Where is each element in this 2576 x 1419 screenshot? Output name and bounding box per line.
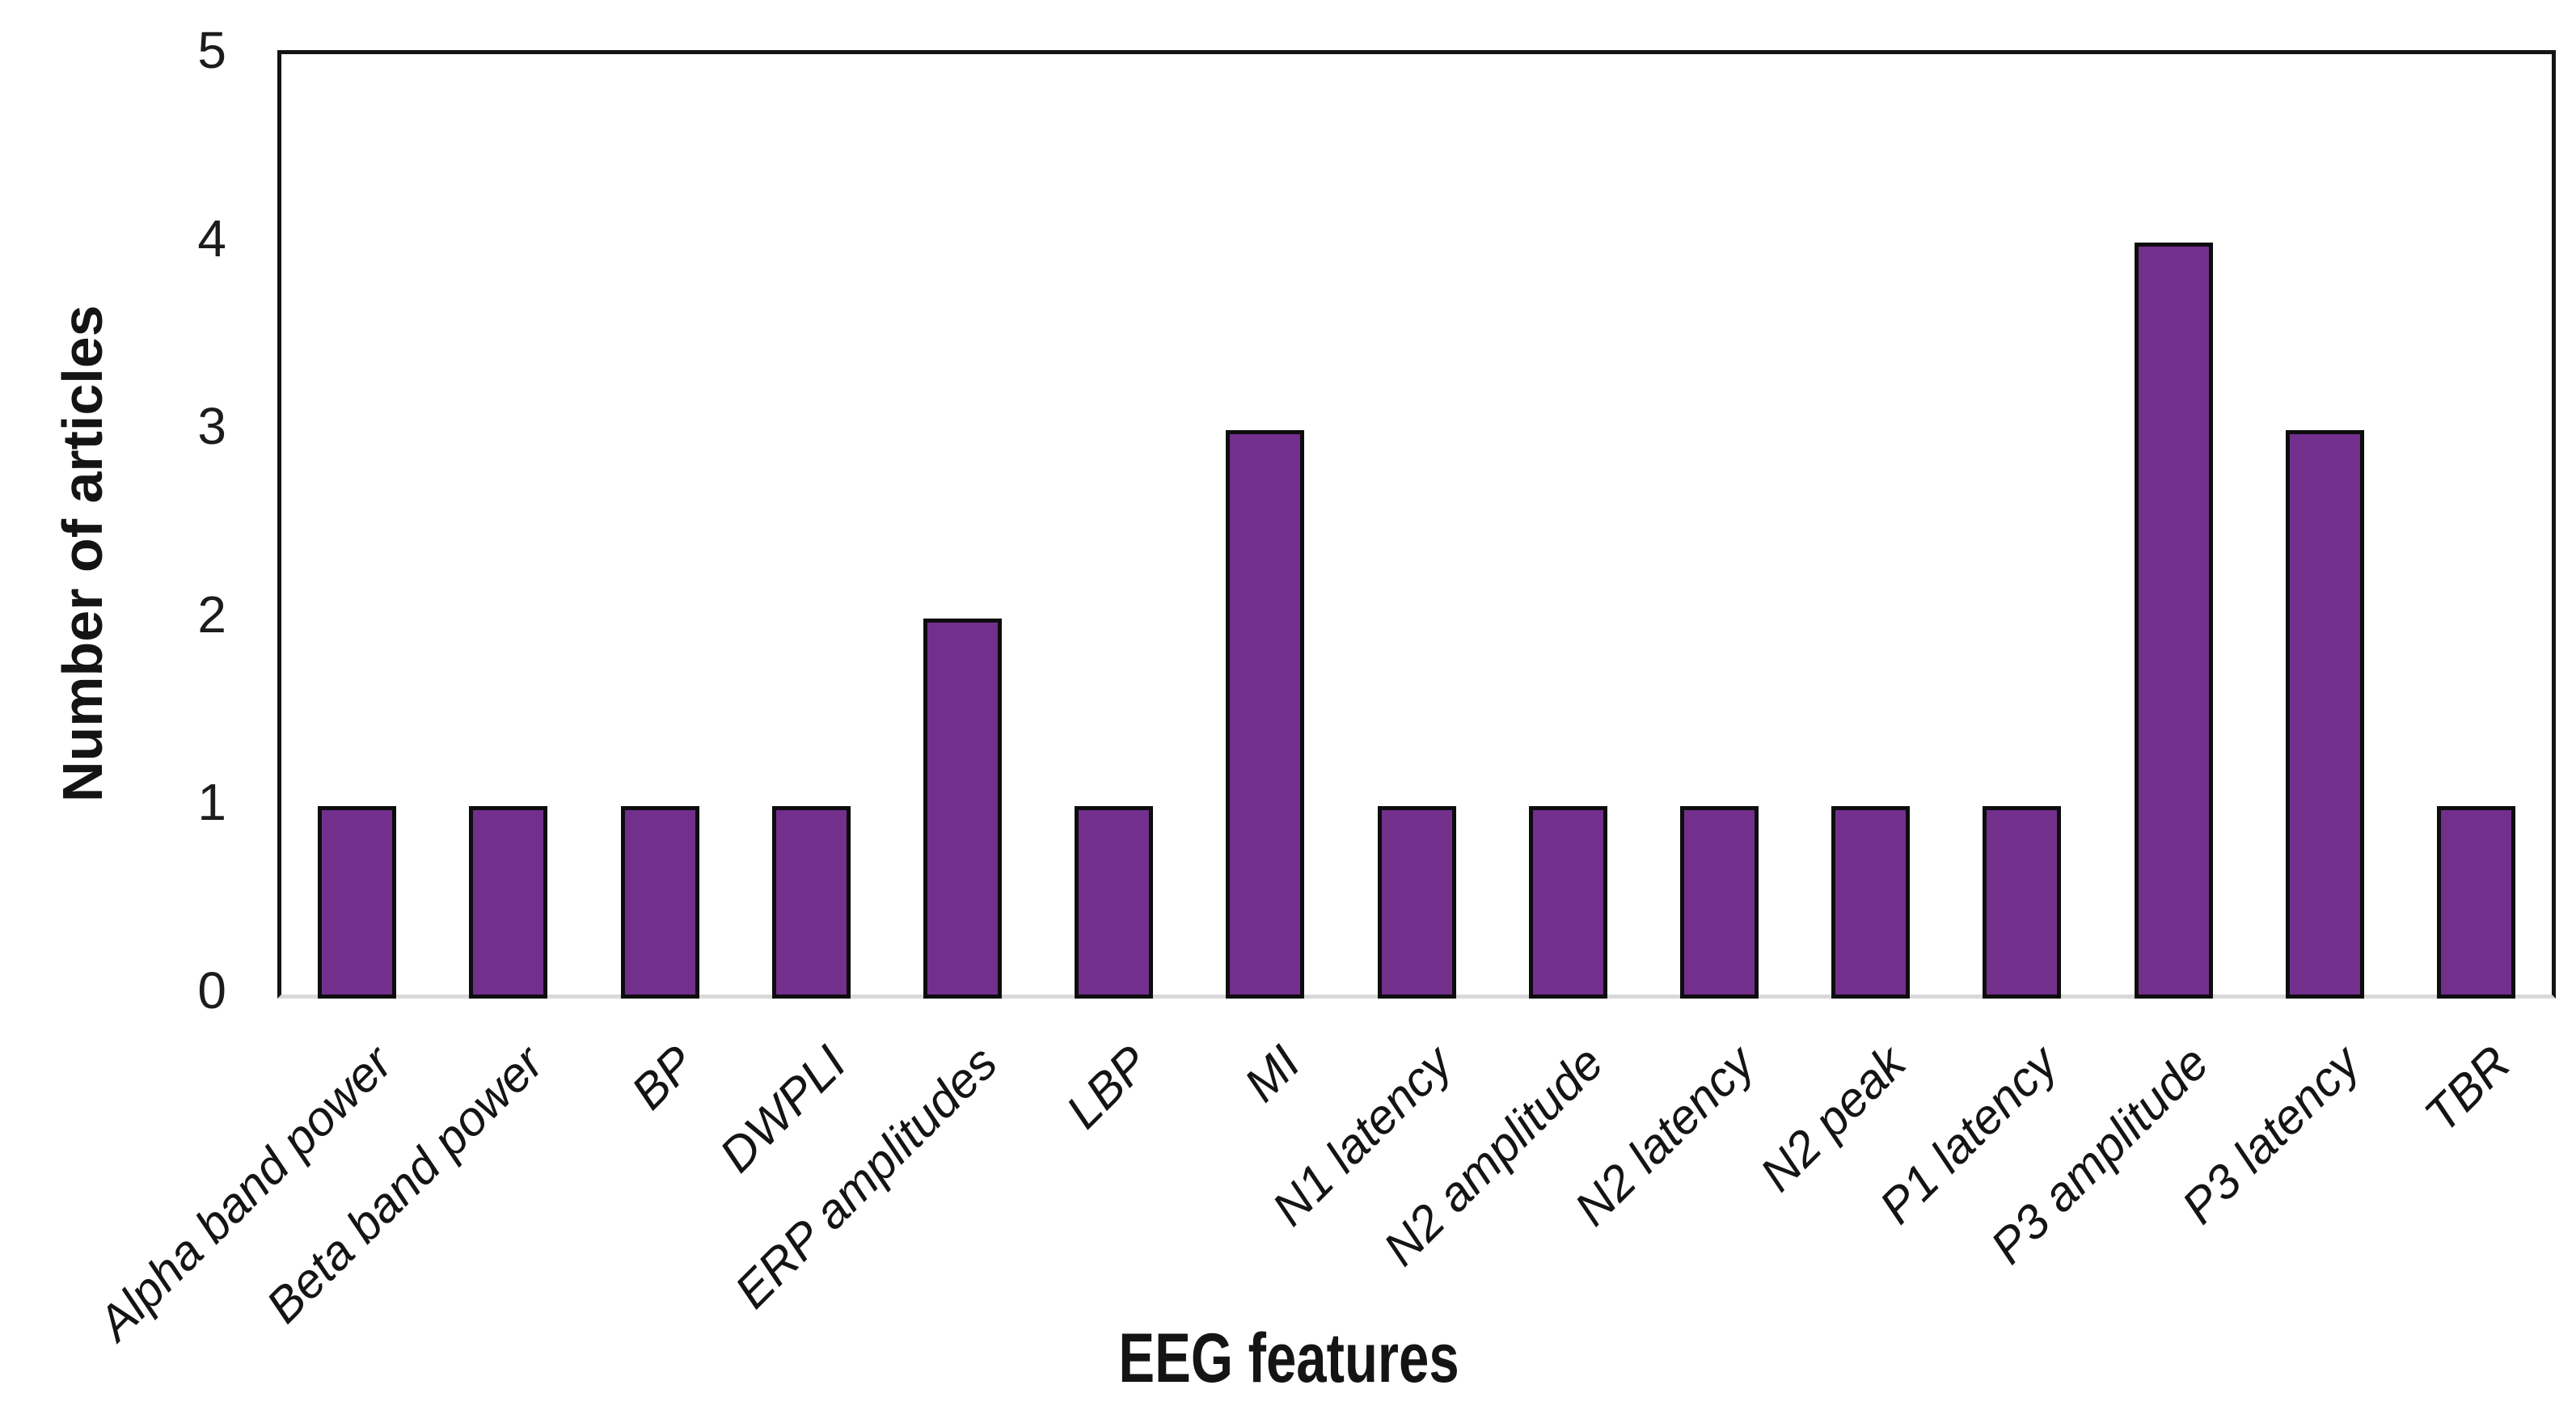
x-axis-title: EEG features (1118, 1320, 1459, 1397)
x-tick-label: Alpha band power (87, 1035, 403, 1350)
bar (1075, 806, 1154, 999)
x-tick-label: LBP (1055, 1035, 1159, 1139)
bar (318, 806, 397, 999)
y-tick-label: 3 (197, 397, 226, 456)
y-tick-label: 0 (197, 961, 226, 1020)
bar (1983, 806, 2062, 999)
plot-area (277, 50, 2556, 999)
x-tick-label: TBR (2414, 1035, 2522, 1142)
bar (1528, 806, 1607, 999)
x-tick-label: DWPLI (709, 1035, 857, 1183)
bar (2285, 430, 2364, 999)
bar (2134, 242, 2213, 999)
bar (1831, 806, 1911, 999)
bar (469, 806, 548, 999)
y-tick-label: 1 (197, 773, 226, 832)
x-tick-label: MI (1234, 1035, 1311, 1113)
x-tick-label: BP (620, 1035, 705, 1120)
bar (1226, 430, 1305, 999)
y-tick-label: 2 (197, 585, 226, 644)
x-tick-label: Beta band power (255, 1035, 554, 1333)
y-axis-title: Number of articles (51, 305, 114, 802)
bar (1377, 806, 1456, 999)
bar (1679, 806, 1759, 999)
bar (2436, 806, 2515, 999)
y-tick-label: 4 (197, 209, 226, 268)
bar (620, 806, 699, 999)
x-tick-label: ERP amplitudes (724, 1035, 1008, 1319)
bar (771, 806, 851, 999)
bar (923, 618, 1002, 999)
y-tick-label: 5 (197, 21, 226, 79)
